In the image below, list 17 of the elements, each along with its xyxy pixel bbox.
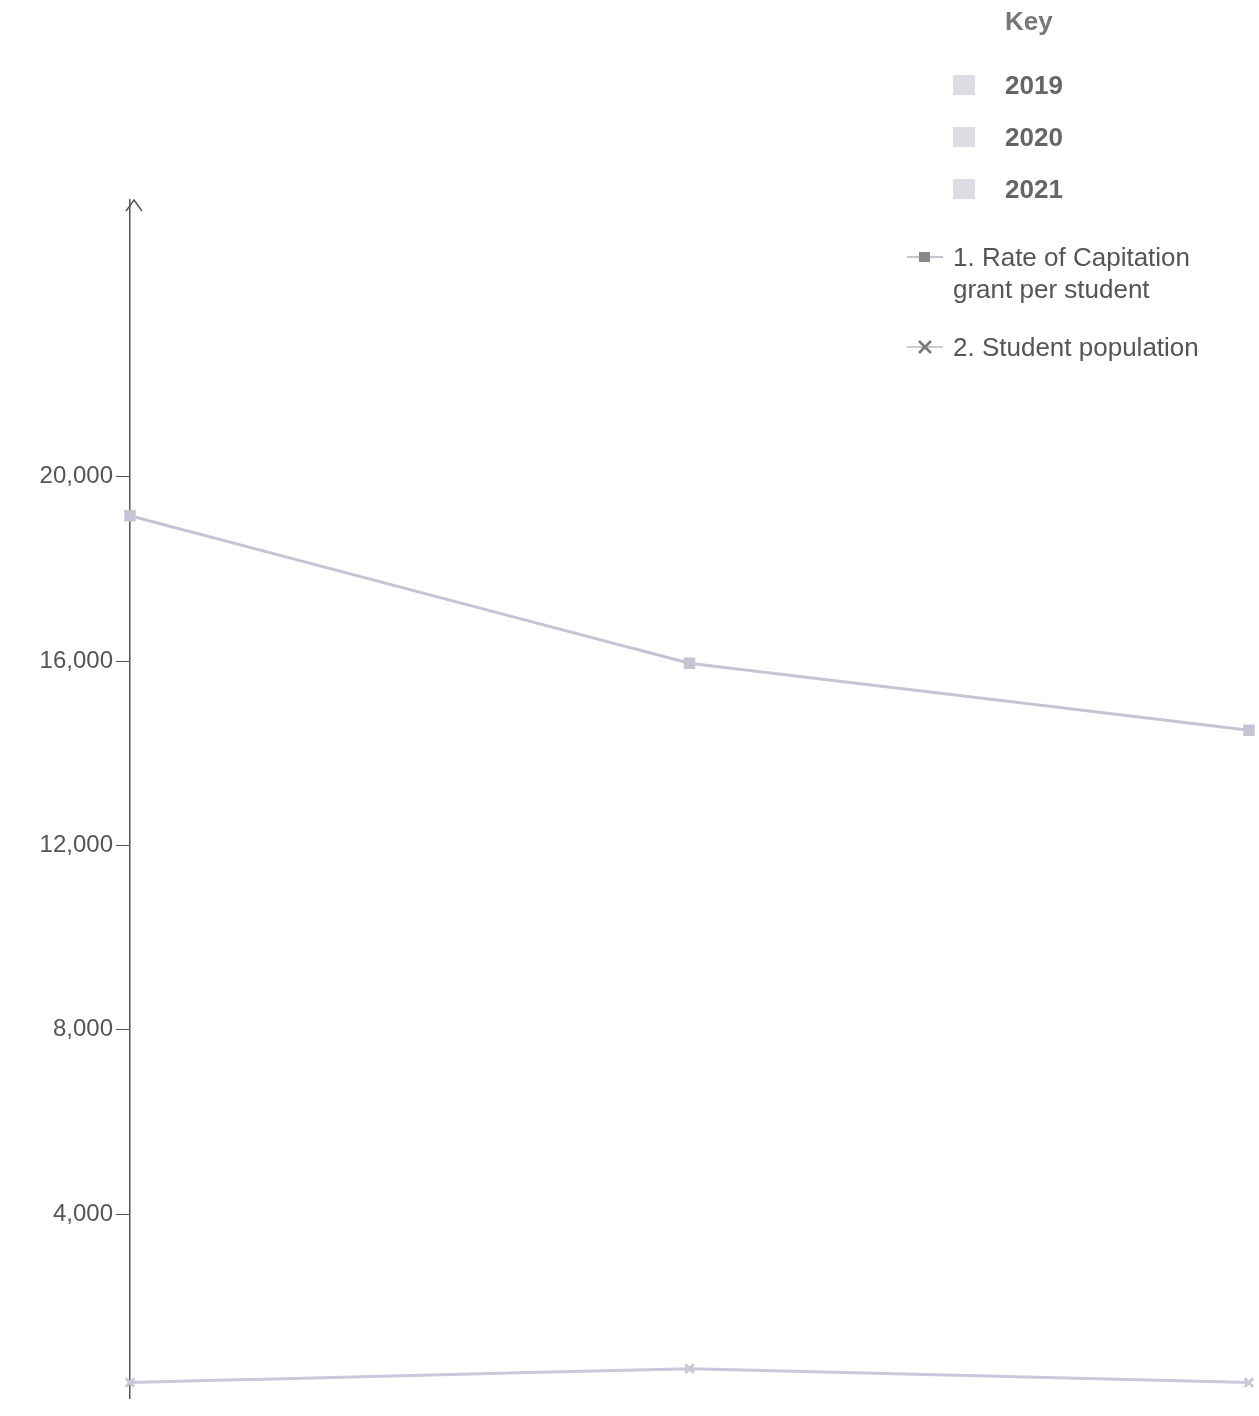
y-tick-label: 12,000 [39, 830, 113, 858]
annotation: 2021 [1005, 173, 1063, 205]
legend-label: 1. Rate of Capitation grant per student [953, 241, 1192, 305]
legend-label: 2. Student population [953, 331, 1200, 363]
text: 2020 [1005, 121, 1063, 153]
point [1243, 1376, 1255, 1389]
y-tick-label: 4,000 [52, 1198, 113, 1226]
y-tick-label: 20,000 [39, 461, 113, 489]
legend-title: Key [1005, 6, 1054, 37]
y-tick-label: 16,000 [39, 645, 113, 673]
point [683, 657, 696, 670]
point [124, 510, 136, 522]
point [683, 1362, 696, 1375]
point [1243, 724, 1255, 736]
point [124, 1376, 136, 1389]
text: 2019 [1005, 69, 1063, 101]
y-tick-label: 8,000 [52, 1014, 113, 1042]
